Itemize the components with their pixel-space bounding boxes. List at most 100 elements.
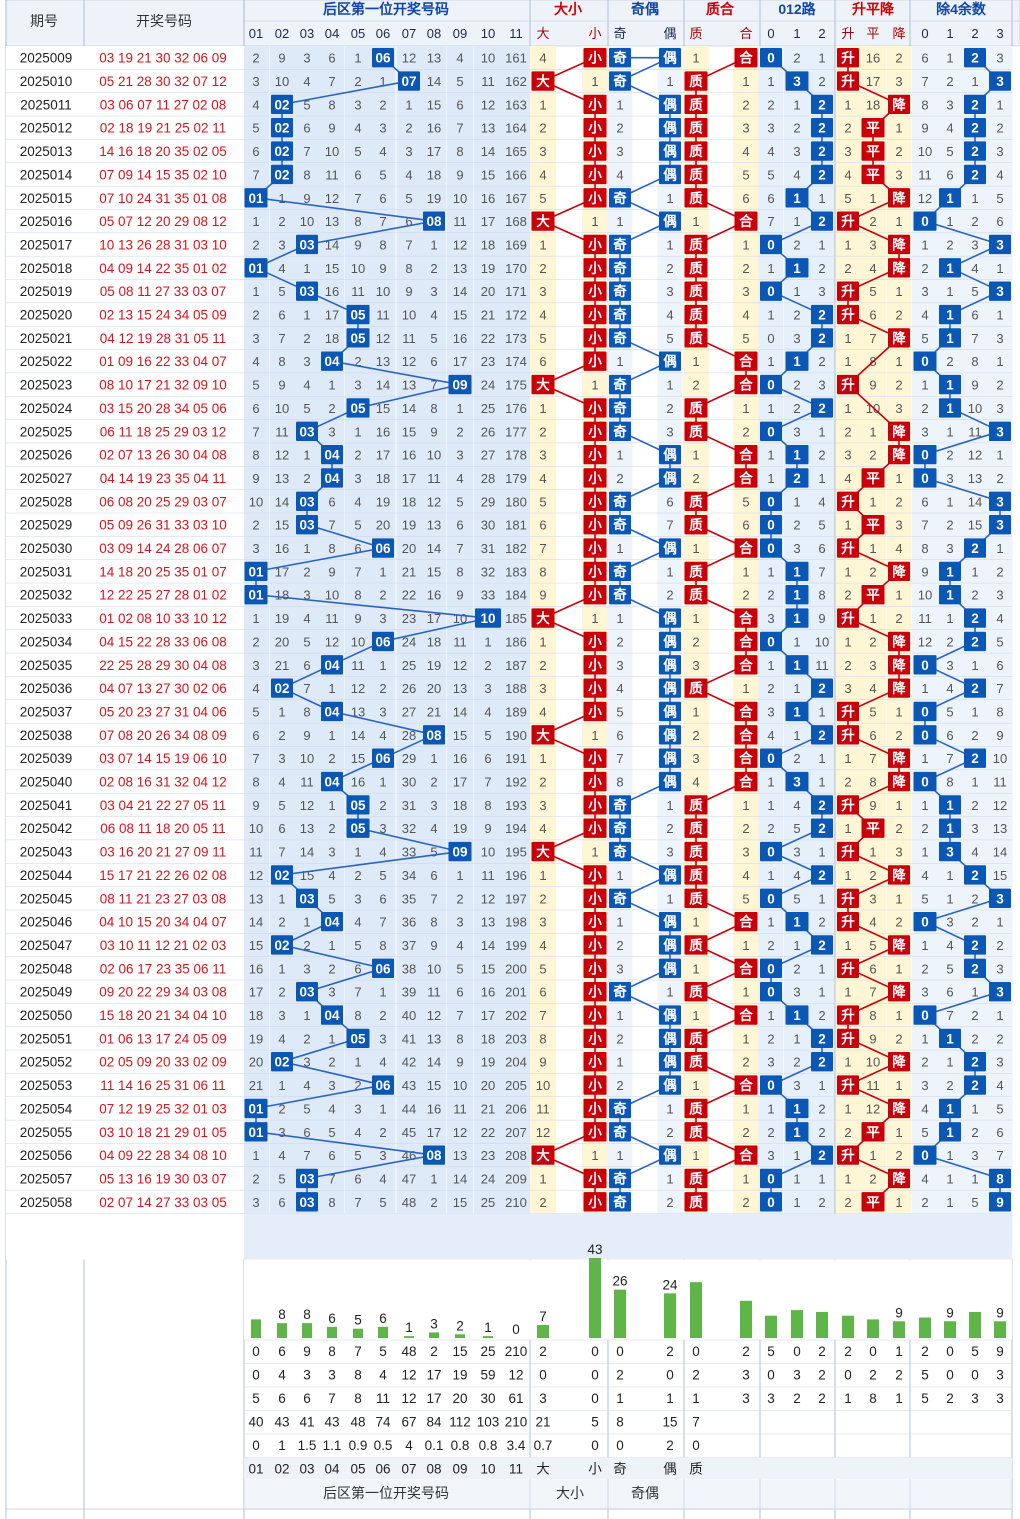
miss-value: 9 <box>456 1055 463 1070</box>
miss-value: 1 <box>591 378 598 393</box>
hit-cell <box>811 678 833 698</box>
miss-value: 31 <box>481 541 495 556</box>
stat-value: 2 <box>742 1344 750 1359</box>
draw-cell: 02 06 17 23 35 06 11 <box>100 961 227 976</box>
hit-value: 小 <box>588 97 602 112</box>
stat-value: 0 <box>616 1438 624 1453</box>
draw-cell: 03 19 21 30 32 06 09 <box>99 51 227 66</box>
miss-value: 4 <box>303 74 310 89</box>
issue-cell: 2025023 <box>20 378 73 393</box>
hit-cell <box>398 71 420 91</box>
miss-value: 10 <box>481 845 495 860</box>
hit-cell <box>244 1122 268 1142</box>
miss-value: 2 <box>818 1125 825 1140</box>
miss-value: 4 <box>793 167 800 182</box>
miss-value: 6 <box>430 868 437 883</box>
hit-value: 升 <box>841 50 855 66</box>
hit-value: 质 <box>689 120 703 136</box>
miss-value: 5 <box>303 1101 310 1116</box>
miss-value: 1 <box>895 798 902 813</box>
sub-header-label: 10 <box>481 26 495 41</box>
miss-value: 1 <box>971 1101 978 1116</box>
miss-value: 11 <box>427 471 441 486</box>
miss-value: 9 <box>869 1031 876 1046</box>
miss-value: 5 <box>278 1171 285 1186</box>
miss-value: 1 <box>666 237 673 252</box>
hit-cell <box>659 701 681 722</box>
hit-cell <box>583 491 607 511</box>
hit-cell <box>346 304 370 325</box>
miss-value: 2 <box>742 1055 749 1070</box>
hit-value: 01 <box>248 588 264 603</box>
stat-value: 0 <box>616 1344 624 1359</box>
miss-value: 3 <box>354 891 361 906</box>
miss-value: 4 <box>354 121 361 136</box>
hit-value: 06 <box>375 751 391 766</box>
miss-value: 12 <box>993 798 1007 813</box>
stat-value: 61 <box>508 1391 523 1406</box>
miss-value: 8 <box>379 237 386 252</box>
hit-value: 04 <box>324 448 340 463</box>
hit-value: 降 <box>892 236 906 252</box>
miss-value: 8 <box>616 775 623 790</box>
hit-cell <box>811 1028 833 1049</box>
issue-cell: 2025046 <box>20 915 73 930</box>
sub-header-label: 质 <box>689 26 702 41</box>
miss-value: 6 <box>252 401 259 416</box>
hit-value: 降 <box>892 96 906 112</box>
hit-cell <box>989 888 1011 908</box>
miss-value: 1 <box>742 1101 749 1116</box>
miss-value: 2 <box>354 74 361 89</box>
hit-cell <box>964 631 986 652</box>
hit-value: 3 <box>996 284 1004 299</box>
miss-value: 7 <box>354 564 361 579</box>
stat-value: 11 <box>376 1391 390 1406</box>
miss-value: 1 <box>844 1055 851 1070</box>
issue-cell: 2025039 <box>20 751 73 766</box>
hit-cell <box>888 258 910 278</box>
hit-value: 2 <box>818 1031 826 1046</box>
hit-cell <box>583 164 607 185</box>
miss-value: 16 <box>376 424 390 439</box>
miss-value: 10 <box>249 821 263 836</box>
footer-num: 06 <box>375 1462 390 1477</box>
hit-cell <box>684 258 708 278</box>
miss-value: 3 <box>921 985 928 1000</box>
hit-value: 05 <box>350 821 366 836</box>
miss-value: 1 <box>767 564 774 579</box>
miss-value: 2 <box>666 401 673 416</box>
hit-cell <box>837 491 859 511</box>
hit-cell <box>837 1028 859 1049</box>
draw-cell: 09 20 22 29 34 03 08 <box>99 985 227 1000</box>
miss-value: 22 <box>402 588 416 603</box>
miss-value: 8 <box>946 775 953 790</box>
hit-cell <box>964 935 986 955</box>
hit-value: 降 <box>892 1170 906 1186</box>
count-bar <box>893 1321 905 1338</box>
hit-value: 奇 <box>613 73 627 89</box>
miss-value: 1 <box>666 1171 673 1186</box>
miss-value: 1 <box>692 541 699 556</box>
miss-value: 5 <box>354 938 361 953</box>
miss-value: 10 <box>453 191 467 206</box>
miss-value: 191 <box>505 751 527 766</box>
miss-value: 15 <box>249 938 263 953</box>
miss-value: 1 <box>793 681 800 696</box>
miss-value: 13 <box>351 704 365 719</box>
miss-value: 14 <box>402 401 416 416</box>
miss-value: 21 <box>275 658 289 673</box>
miss-value: 12 <box>249 868 263 883</box>
hit-value: 02 <box>274 938 289 953</box>
hit-value: 小 <box>588 868 602 883</box>
hit-cell <box>583 281 607 301</box>
miss-value: 205 <box>505 1078 527 1093</box>
stat-value: 103 <box>477 1415 500 1430</box>
miss-value: 15 <box>427 1078 441 1093</box>
miss-value: 6 <box>946 985 953 1000</box>
hit-value: 3 <box>793 74 801 89</box>
issue-cell: 2025029 <box>20 518 73 533</box>
miss-value: 1 <box>539 97 546 112</box>
hit-value: 2 <box>818 938 826 953</box>
miss-value: 4 <box>328 1101 335 1116</box>
miss-value: 6 <box>869 728 876 743</box>
